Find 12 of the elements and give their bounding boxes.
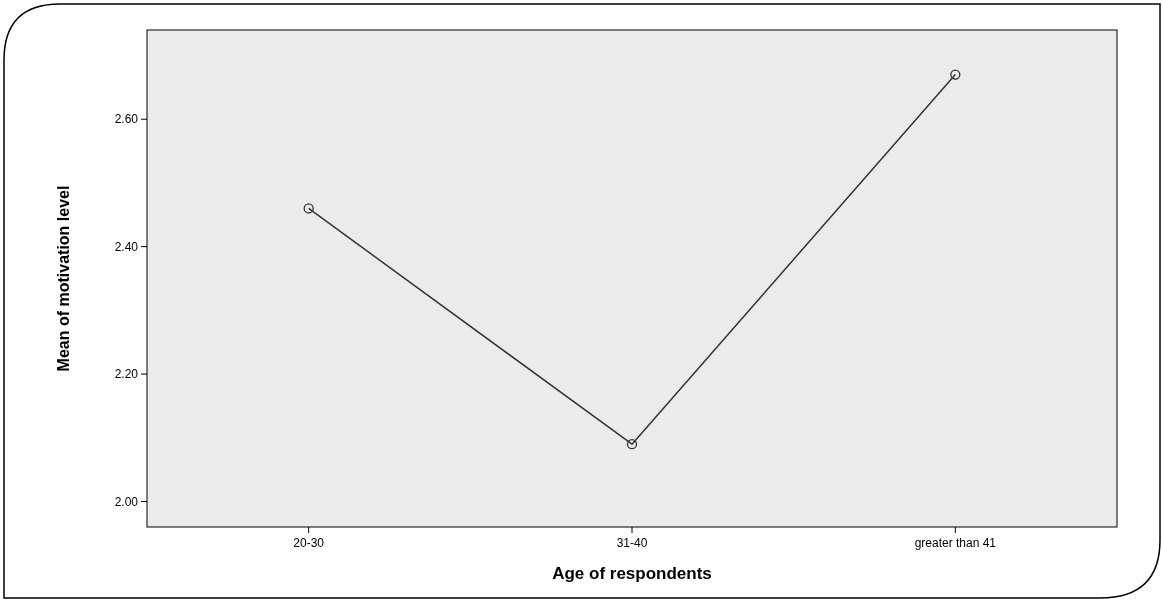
y-tick-label: 2.20 [114,367,139,382]
point [303,203,314,214]
x-tick-label: 20-30 [293,536,325,550]
y-axis-title: Mean of motivation level [55,185,72,372]
y-tick-label: 2.40 [114,239,139,254]
x-tick-label: greater than 41 [914,536,997,550]
point [950,69,961,80]
y-tick-label: 2.60 [114,112,139,127]
x-axis-title: Age of respondents [552,564,712,583]
point [626,439,638,450]
y-tick-label: 2.00 [114,494,139,509]
x-tick-label: 31-40 [616,536,648,550]
